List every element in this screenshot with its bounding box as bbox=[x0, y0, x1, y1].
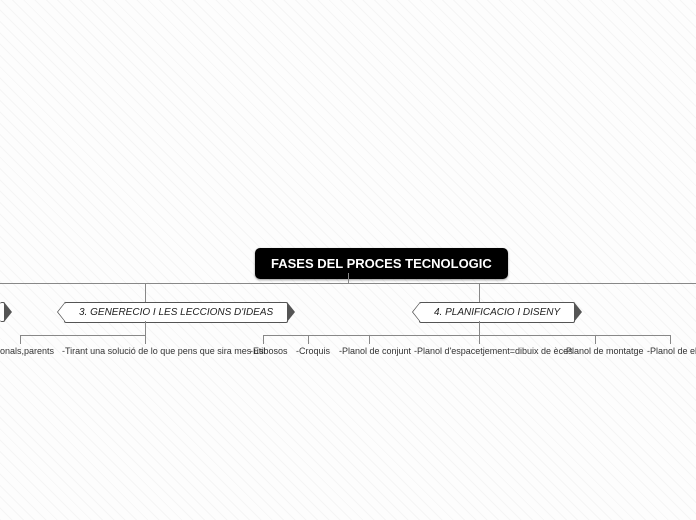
connector bbox=[20, 335, 21, 344]
leaf-item: onals,parents bbox=[0, 346, 54, 356]
leaf-item: -Planol de montatge bbox=[563, 346, 644, 356]
leaf-item: -Tirant una solució de lo que pens que s… bbox=[62, 346, 265, 356]
connector bbox=[263, 335, 670, 336]
connector bbox=[145, 283, 146, 302]
branch-2-partial bbox=[0, 302, 5, 322]
connector bbox=[348, 273, 349, 283]
connector bbox=[369, 335, 370, 344]
connector bbox=[479, 283, 480, 302]
leaf-item: -Planol de conjunt bbox=[339, 346, 411, 356]
leaf-item: -Planol d'espacetjement=dibuix de èces bbox=[414, 346, 573, 356]
connector bbox=[595, 335, 596, 344]
connector bbox=[145, 335, 146, 344]
branch-4: 4. PLANIFICACIO I DISENY bbox=[419, 302, 575, 323]
connector bbox=[479, 321, 480, 335]
leaf-item: -Esbosos bbox=[250, 346, 288, 356]
connector bbox=[0, 283, 696, 284]
branch-3: 3. GENERECIO I LES LECCIONS D'IDEAS bbox=[64, 302, 288, 323]
branch-4-label: 4. PLANIFICACIO I DISENY bbox=[434, 307, 560, 318]
connector bbox=[145, 321, 146, 335]
leaf-item: -Croquis bbox=[296, 346, 330, 356]
root-node: FASES DEL PROCES TECNOLOGIC bbox=[255, 248, 508, 279]
leaf-item: -Planol de eletr bbox=[647, 346, 696, 356]
connector bbox=[479, 335, 480, 344]
connector bbox=[20, 335, 145, 336]
connector bbox=[670, 335, 671, 344]
branch-3-label: 3. GENERECIO I LES LECCIONS D'IDEAS bbox=[79, 307, 273, 318]
connector bbox=[308, 335, 309, 344]
connector bbox=[263, 335, 264, 344]
